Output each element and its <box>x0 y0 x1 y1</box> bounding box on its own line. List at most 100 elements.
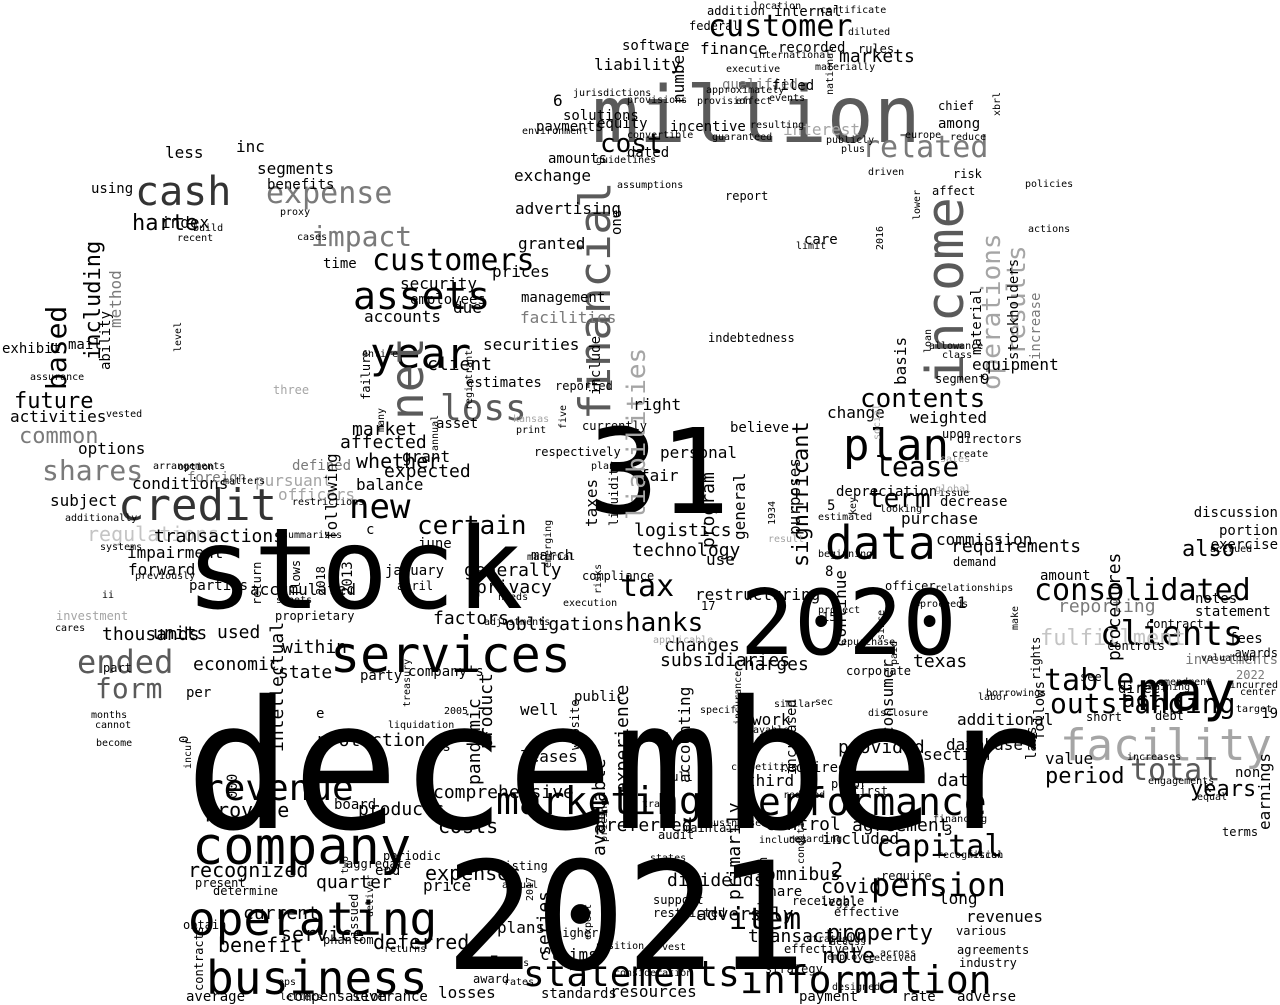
word-capital: capital <box>876 829 1002 864</box>
word-rates: rates <box>504 977 534 988</box>
word-finance: finance <box>700 39 767 58</box>
word-accounts: accounts <box>364 307 441 326</box>
word-severance: severance <box>352 989 428 1005</box>
word-sec: sec <box>815 697 833 708</box>
word-2021: 2021 <box>445 831 806 1005</box>
word-accrued: accrued <box>1210 544 1252 555</box>
word-terms: terms <box>1222 825 1258 839</box>
word-agreements: agreements <box>957 943 1029 957</box>
word-filed: filed <box>772 78 814 94</box>
word-balance: balance <box>356 475 423 494</box>
word-solutions: solutions <box>563 108 639 124</box>
word-procedures: procedures <box>1104 553 1125 661</box>
word-regarding: regarding <box>788 834 842 845</box>
word-effectively: effectively <box>784 942 863 956</box>
word-harte: harte <box>132 211 198 236</box>
word-segments: segments <box>257 159 334 178</box>
word-paid: paid <box>889 641 900 665</box>
word-2005: 2005 <box>444 706 468 717</box>
word-treasury: treasury <box>402 659 413 707</box>
word-long: long <box>939 889 978 908</box>
word-4: 4 <box>913 594 921 610</box>
word-benefits: benefits <box>267 177 334 193</box>
word-obligations: obligations <box>505 614 624 635</box>
word-direct: direct <box>1118 681 1169 697</box>
word-personal: personal <box>660 443 737 462</box>
word-transaction: transaction <box>748 926 867 947</box>
word-taxes: taxes <box>582 479 601 527</box>
word-issue: issue <box>939 488 969 499</box>
word-pricing: pricing <box>599 800 610 842</box>
word-aggregate: aggregate <box>346 857 411 871</box>
word-contract: contract <box>1146 617 1204 631</box>
word-target: target <box>1236 704 1272 715</box>
word-date: date <box>937 770 980 791</box>
word-xbrl: xbrl <box>992 92 1003 116</box>
word-loan: loan <box>923 329 934 353</box>
word-well: well <box>520 700 559 719</box>
word-additional: additional <box>957 710 1053 729</box>
word-controls: controls <box>1107 639 1165 653</box>
word-matters: matters <box>223 476 265 487</box>
word-many: many <box>376 408 387 432</box>
word-publicly: publicly <box>826 135 874 146</box>
word-two: two <box>340 856 351 874</box>
word-diluted: diluted <box>848 27 890 38</box>
word-months: months <box>91 710 127 721</box>
word-management: management <box>521 290 605 306</box>
word-impact: impact <box>311 220 412 253</box>
word-strategic: strategic <box>806 934 860 945</box>
word-trade: trade <box>642 799 672 810</box>
word-national: national <box>825 47 836 95</box>
word-segment: segment <box>935 372 986 386</box>
word-expected: expected <box>384 461 471 482</box>
word-assumptions: assumptions <box>617 180 683 191</box>
word-purchase: purchase <box>901 509 978 528</box>
word-labor: labor <box>978 692 1008 703</box>
word-stockholders: stockholders <box>1006 259 1022 360</box>
word-issued: issued <box>347 894 361 937</box>
word-position: position <box>596 941 644 952</box>
word-report: report <box>725 189 768 203</box>
word-company-s: company's <box>408 664 484 680</box>
word-officers: officers <box>278 485 355 504</box>
word-third: third <box>746 771 794 790</box>
word-significant: significant <box>789 421 814 567</box>
word-reported: reported <box>555 379 613 393</box>
word-1: 1 <box>957 593 967 612</box>
word-made: made <box>657 731 671 760</box>
word-costs: costs <box>438 814 498 838</box>
word-k: k <box>1203 780 1212 796</box>
word-primarily: primarily <box>724 802 745 900</box>
word-short: short <box>1086 710 1122 724</box>
word-affect: affect <box>932 184 975 198</box>
word-create: create <box>952 449 988 460</box>
word-restructuring: restructuring <box>695 585 820 604</box>
word-emerging: emerging <box>543 520 554 568</box>
word-average: average <box>186 989 245 1005</box>
word-obtain: obtain <box>183 918 226 932</box>
word-support: support <box>653 893 704 907</box>
word-risks: risks <box>593 564 604 594</box>
word-events: events <box>769 93 805 104</box>
word-relationships: relationships <box>935 583 1013 594</box>
word-intellectual: intellectual <box>267 622 288 752</box>
word-foreign: foreign <box>187 470 246 486</box>
word-compliance: compliance <box>582 569 654 583</box>
word-recent: recent <box>177 233 213 244</box>
word-securities: securities <box>483 335 579 354</box>
word-looking: looking <box>880 504 922 515</box>
word-corporate: corporate <box>846 664 911 678</box>
word-laws: laws <box>1024 726 1040 760</box>
word-arrangements: arrangements <box>153 461 225 472</box>
word-ability: ability <box>98 311 114 370</box>
word-products: products <box>358 799 445 820</box>
word-agreement: agreement <box>852 815 950 836</box>
word-service: service <box>280 922 364 946</box>
word-material: material <box>527 552 575 563</box>
word-effective: effective <box>834 905 899 919</box>
word-leases: leases <box>520 747 578 766</box>
word-amendment: amendment <box>1158 677 1212 688</box>
word-2020: 2020 <box>740 571 957 676</box>
word-become: become <box>96 738 132 749</box>
